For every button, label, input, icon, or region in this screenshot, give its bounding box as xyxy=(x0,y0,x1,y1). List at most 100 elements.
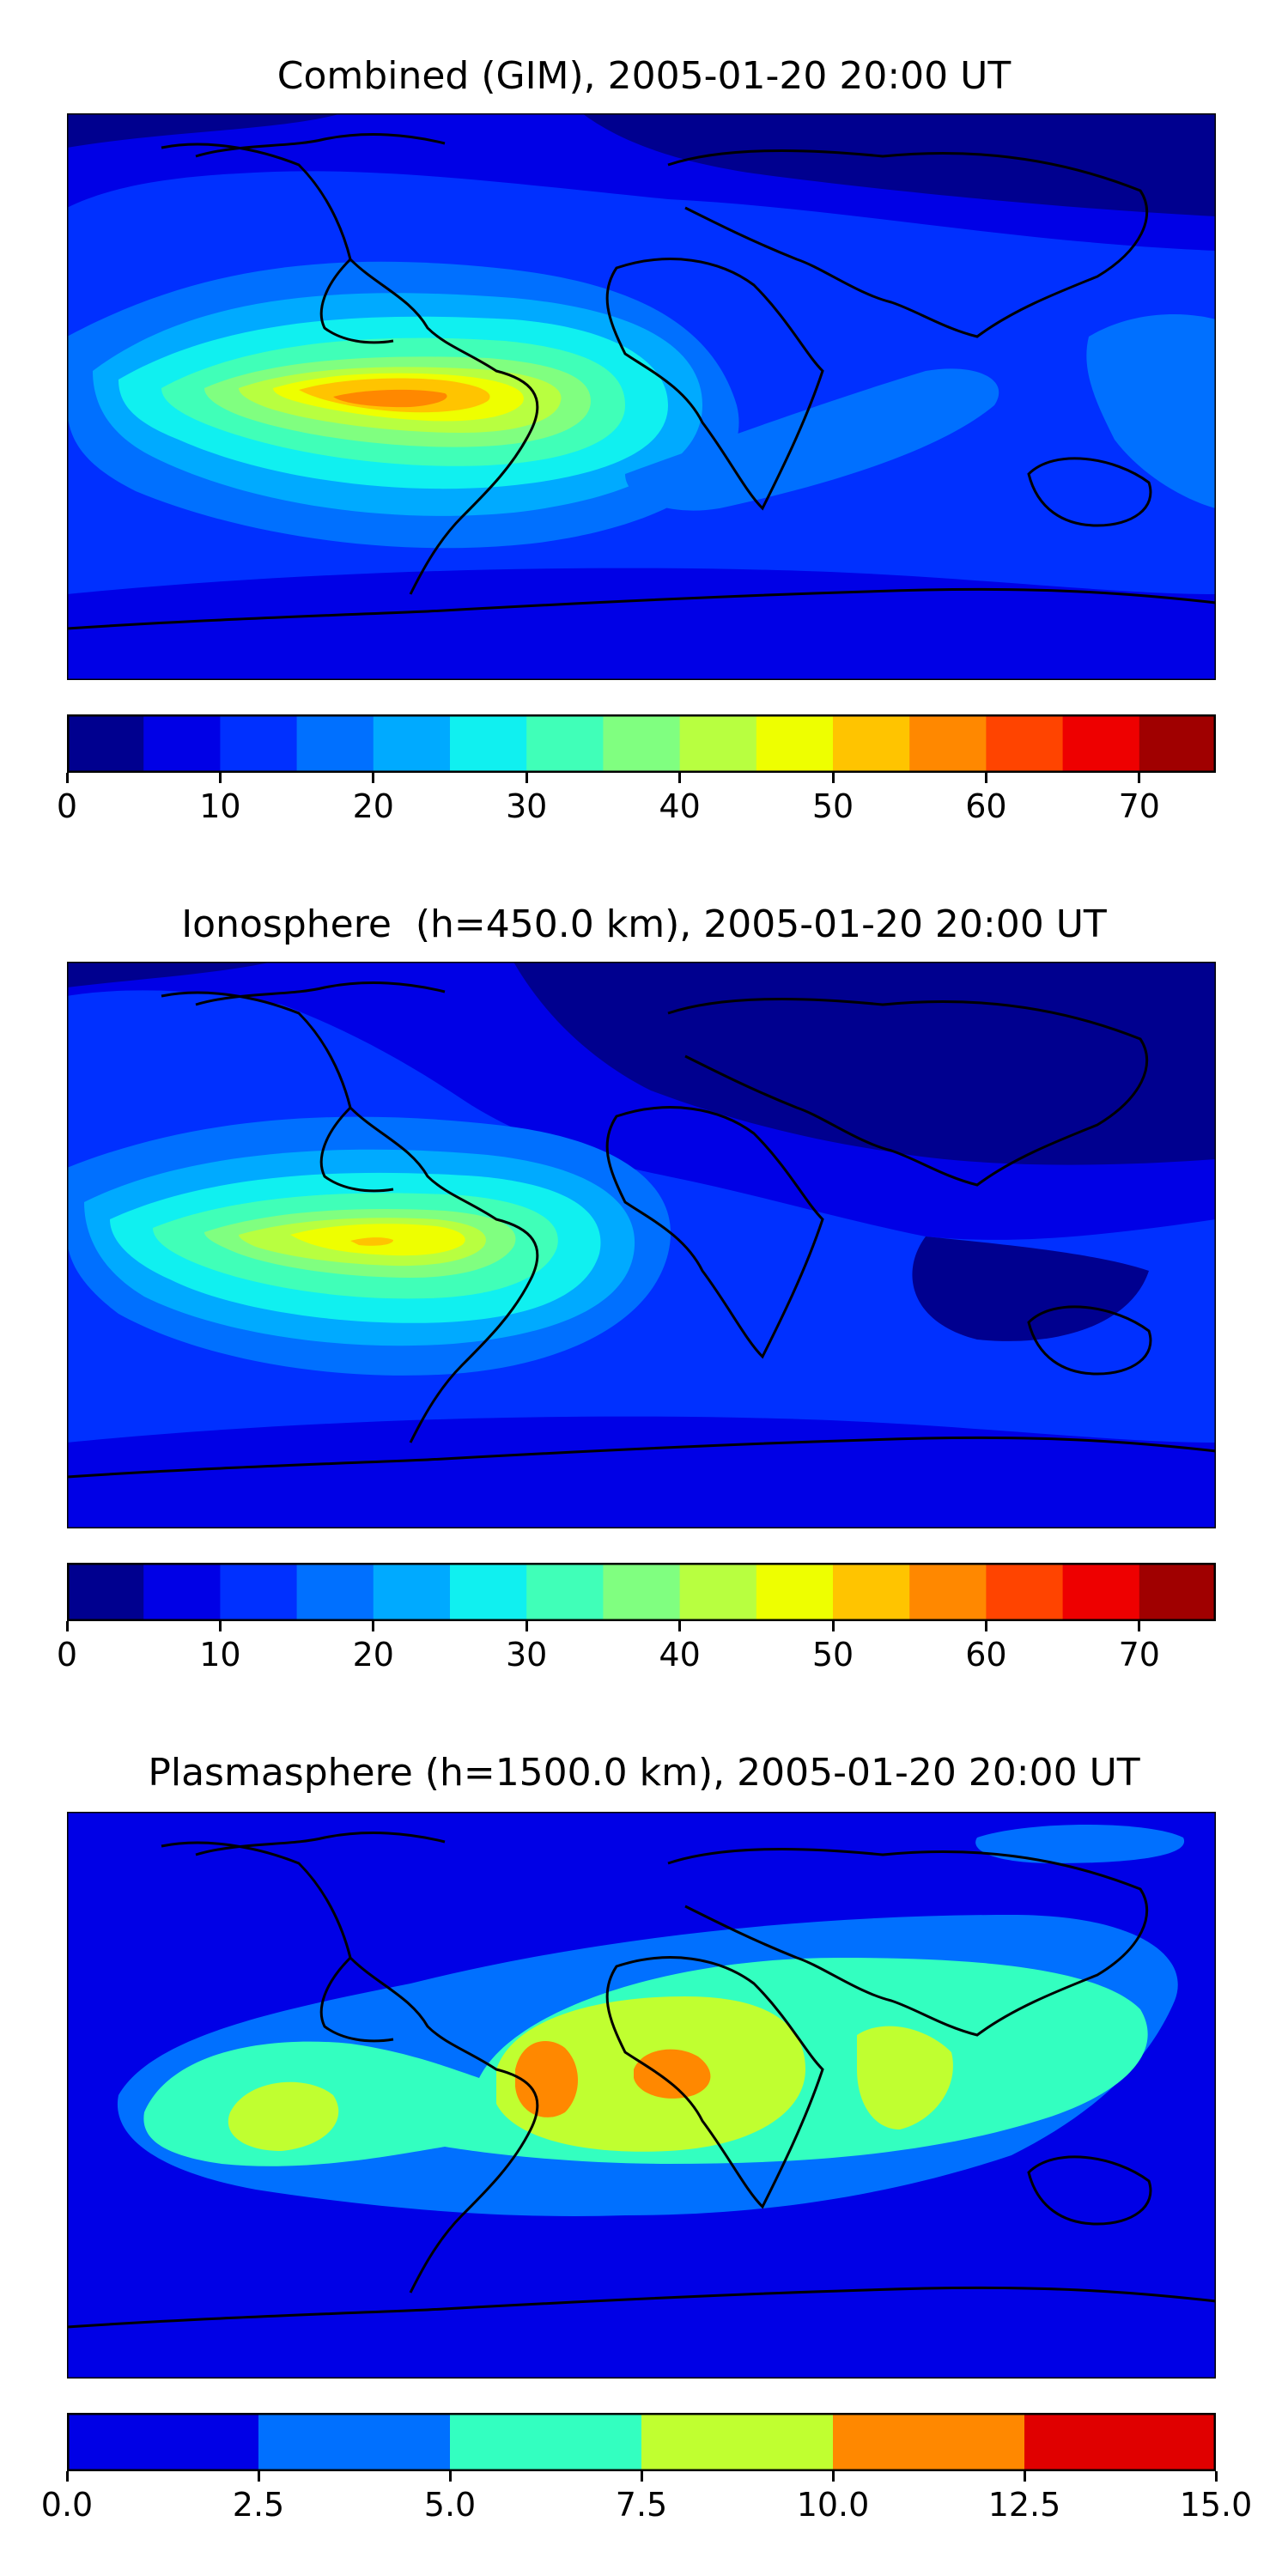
colorbar-band xyxy=(603,1563,681,1621)
colorbar xyxy=(66,714,1217,774)
colorbar-band xyxy=(1139,1563,1217,1621)
colorbar-tick-label: 50 xyxy=(811,787,854,825)
colorbar-band xyxy=(220,1563,298,1621)
colorbar-frame xyxy=(66,2412,1217,2472)
colorbar-tick-label: 2.5 xyxy=(232,2486,285,2524)
colorbar-bands xyxy=(66,1562,1217,1622)
colorbar-band xyxy=(1139,714,1217,773)
colorbar-tick-label: 20 xyxy=(352,787,394,825)
colorbar-tick-label: 60 xyxy=(965,1636,1007,1674)
colorbar-tick xyxy=(1023,2471,1026,2482)
colorbar-tick-label: 0 xyxy=(56,787,78,825)
colorbar-band xyxy=(526,1563,604,1621)
colorbar-band xyxy=(1062,1563,1140,1621)
colorbar-tick xyxy=(678,1621,682,1631)
colorbar-frame xyxy=(66,714,1217,774)
colorbar-band xyxy=(756,1563,834,1621)
colorbar-band xyxy=(67,714,144,773)
colorbar-tick xyxy=(640,2471,643,2482)
colorbar-tick-label: 70 xyxy=(1118,1636,1160,1674)
colorbar-tick xyxy=(65,2471,69,2482)
colorbar-band xyxy=(373,1563,451,1621)
colorbar-band xyxy=(986,1563,1064,1621)
colorbar xyxy=(66,1562,1217,1622)
colorbar-tick-label: 40 xyxy=(659,787,701,825)
colorbar-tick xyxy=(831,773,835,783)
colorbar-tick-label: 15.0 xyxy=(1179,2486,1253,2524)
colorbar-band xyxy=(67,2413,259,2471)
colorbar-tick xyxy=(831,1621,835,1631)
colorbar-tick-label: 0.0 xyxy=(40,2486,94,2524)
colorbar-tick-label: 0 xyxy=(56,1636,78,1674)
colorbar-band xyxy=(679,714,757,773)
colorbar-band xyxy=(909,714,987,773)
colorbar-tick-label: 50 xyxy=(811,1636,854,1674)
heatmap-plot xyxy=(67,962,1216,1528)
colorbar-tick xyxy=(448,2471,452,2482)
panel-title: Plasmasphere (h=1500.0 km), 2005-01-20 2… xyxy=(148,1751,1140,1795)
colorbar-band xyxy=(143,1563,221,1621)
colorbar-tick-label: 20 xyxy=(352,1636,394,1674)
colorbar-bands xyxy=(66,714,1217,774)
colorbar-tick-label: 40 xyxy=(659,1636,701,1674)
colorbar-tick xyxy=(1138,1621,1141,1631)
tec-map xyxy=(67,1812,1216,2379)
colorbar-band xyxy=(67,1563,144,1621)
colorbar-tick xyxy=(831,2471,835,2482)
colorbar-tick xyxy=(218,773,222,783)
colorbar-band xyxy=(833,1563,910,1621)
colorbar-band xyxy=(450,2413,642,2471)
heatmap-plot xyxy=(67,1812,1216,2379)
colorbar-band xyxy=(296,1563,374,1621)
colorbar-band xyxy=(450,1563,527,1621)
panel-title: Combined (GIM), 2005-01-20 20:00 UT xyxy=(276,54,1012,98)
colorbar-bands xyxy=(66,2412,1217,2472)
colorbar-band xyxy=(258,2413,451,2471)
colorbar-band xyxy=(603,714,681,773)
colorbar-frame xyxy=(66,1562,1217,1622)
colorbar-band xyxy=(756,714,834,773)
colorbar-tick-label: 30 xyxy=(506,787,548,825)
colorbar-tick xyxy=(984,773,987,783)
colorbar-tick-label: 60 xyxy=(965,787,1007,825)
colorbar-tick xyxy=(678,773,682,783)
colorbar-tick-label: 12.5 xyxy=(987,2486,1061,2524)
colorbar-band xyxy=(986,714,1064,773)
colorbar-tick xyxy=(257,2471,260,2482)
colorbar-band xyxy=(373,714,451,773)
colorbar-band xyxy=(909,1563,987,1621)
colorbar-band xyxy=(220,714,298,773)
colorbar-tick-label: 7.5 xyxy=(615,2486,668,2524)
colorbar-tick xyxy=(525,1621,528,1631)
colorbar-band xyxy=(526,714,604,773)
colorbar-band xyxy=(641,2413,834,2471)
colorbar-tick xyxy=(372,1621,375,1631)
colorbar-band xyxy=(679,1563,757,1621)
colorbar-band xyxy=(833,714,910,773)
coastlines xyxy=(67,133,1216,630)
coastlines xyxy=(67,1832,1216,2329)
colorbar-tick xyxy=(525,773,528,783)
colorbar-band xyxy=(1062,714,1140,773)
colorbar-band xyxy=(143,714,221,773)
colorbar-tick-label: 10 xyxy=(199,1636,241,1674)
colorbar-tick-label: 30 xyxy=(506,1636,548,1674)
panel-title: Ionosphere (h=450.0 km), 2005-01-20 20:0… xyxy=(181,902,1107,946)
colorbar xyxy=(66,2412,1217,2472)
colorbar-tick xyxy=(218,1621,222,1631)
colorbar-tick xyxy=(984,1621,987,1631)
colorbar-tick xyxy=(1214,2471,1218,2482)
colorbar-tick xyxy=(65,1621,69,1631)
colorbar-tick xyxy=(1138,773,1141,783)
heatmap-plot xyxy=(67,113,1216,680)
tec-map xyxy=(67,962,1216,1528)
colorbar-band xyxy=(833,2413,1025,2471)
colorbar-tick-label: 10.0 xyxy=(796,2486,870,2524)
coastlines xyxy=(67,981,1216,1479)
colorbar-band xyxy=(296,714,374,773)
colorbar-band xyxy=(450,714,527,773)
colorbar-tick-label: 5.0 xyxy=(423,2486,477,2524)
colorbar-tick xyxy=(372,773,375,783)
tec-map xyxy=(67,113,1216,680)
colorbar-tick-label: 10 xyxy=(199,787,241,825)
